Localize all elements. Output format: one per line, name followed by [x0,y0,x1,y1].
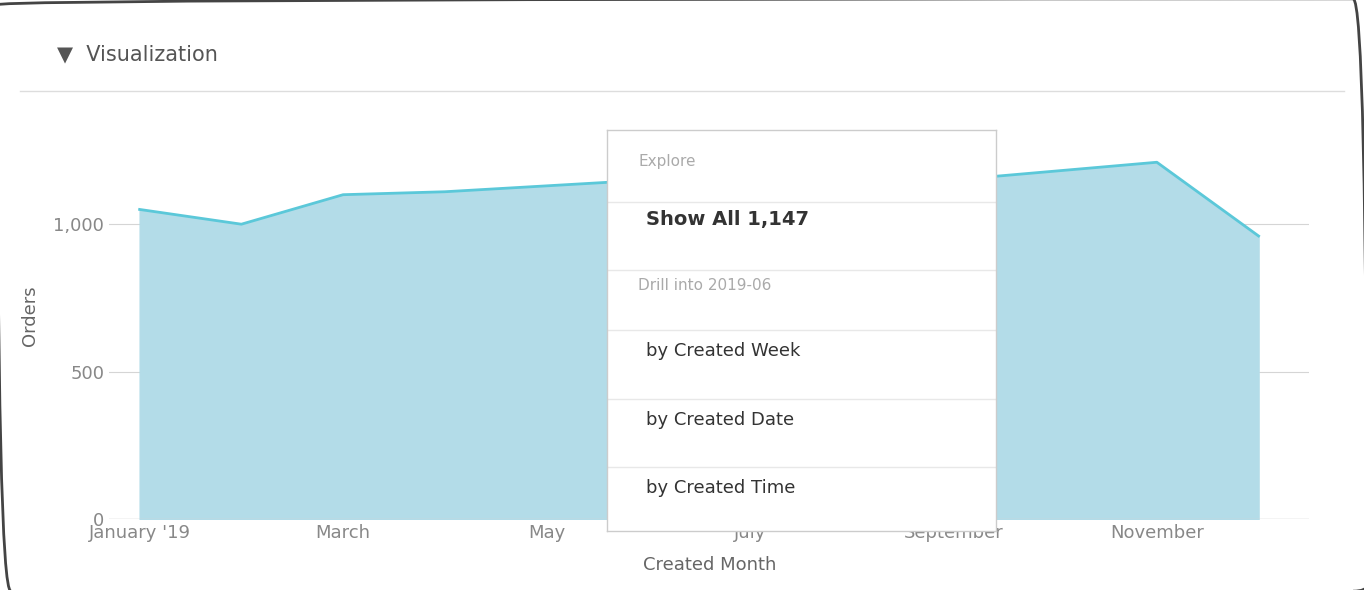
Text: by Created Date: by Created Date [647,411,794,429]
X-axis label: Created Month: Created Month [642,556,776,574]
Y-axis label: Orders: Orders [22,286,40,346]
Text: Drill into 2019-06: Drill into 2019-06 [638,278,772,293]
Text: ▼  Visualization: ▼ Visualization [57,44,218,64]
Text: Show All 1,147: Show All 1,147 [647,210,809,229]
Text: by Created Week: by Created Week [647,342,801,360]
Text: Explore: Explore [638,154,696,169]
Text: by Created Time: by Created Time [647,479,795,497]
